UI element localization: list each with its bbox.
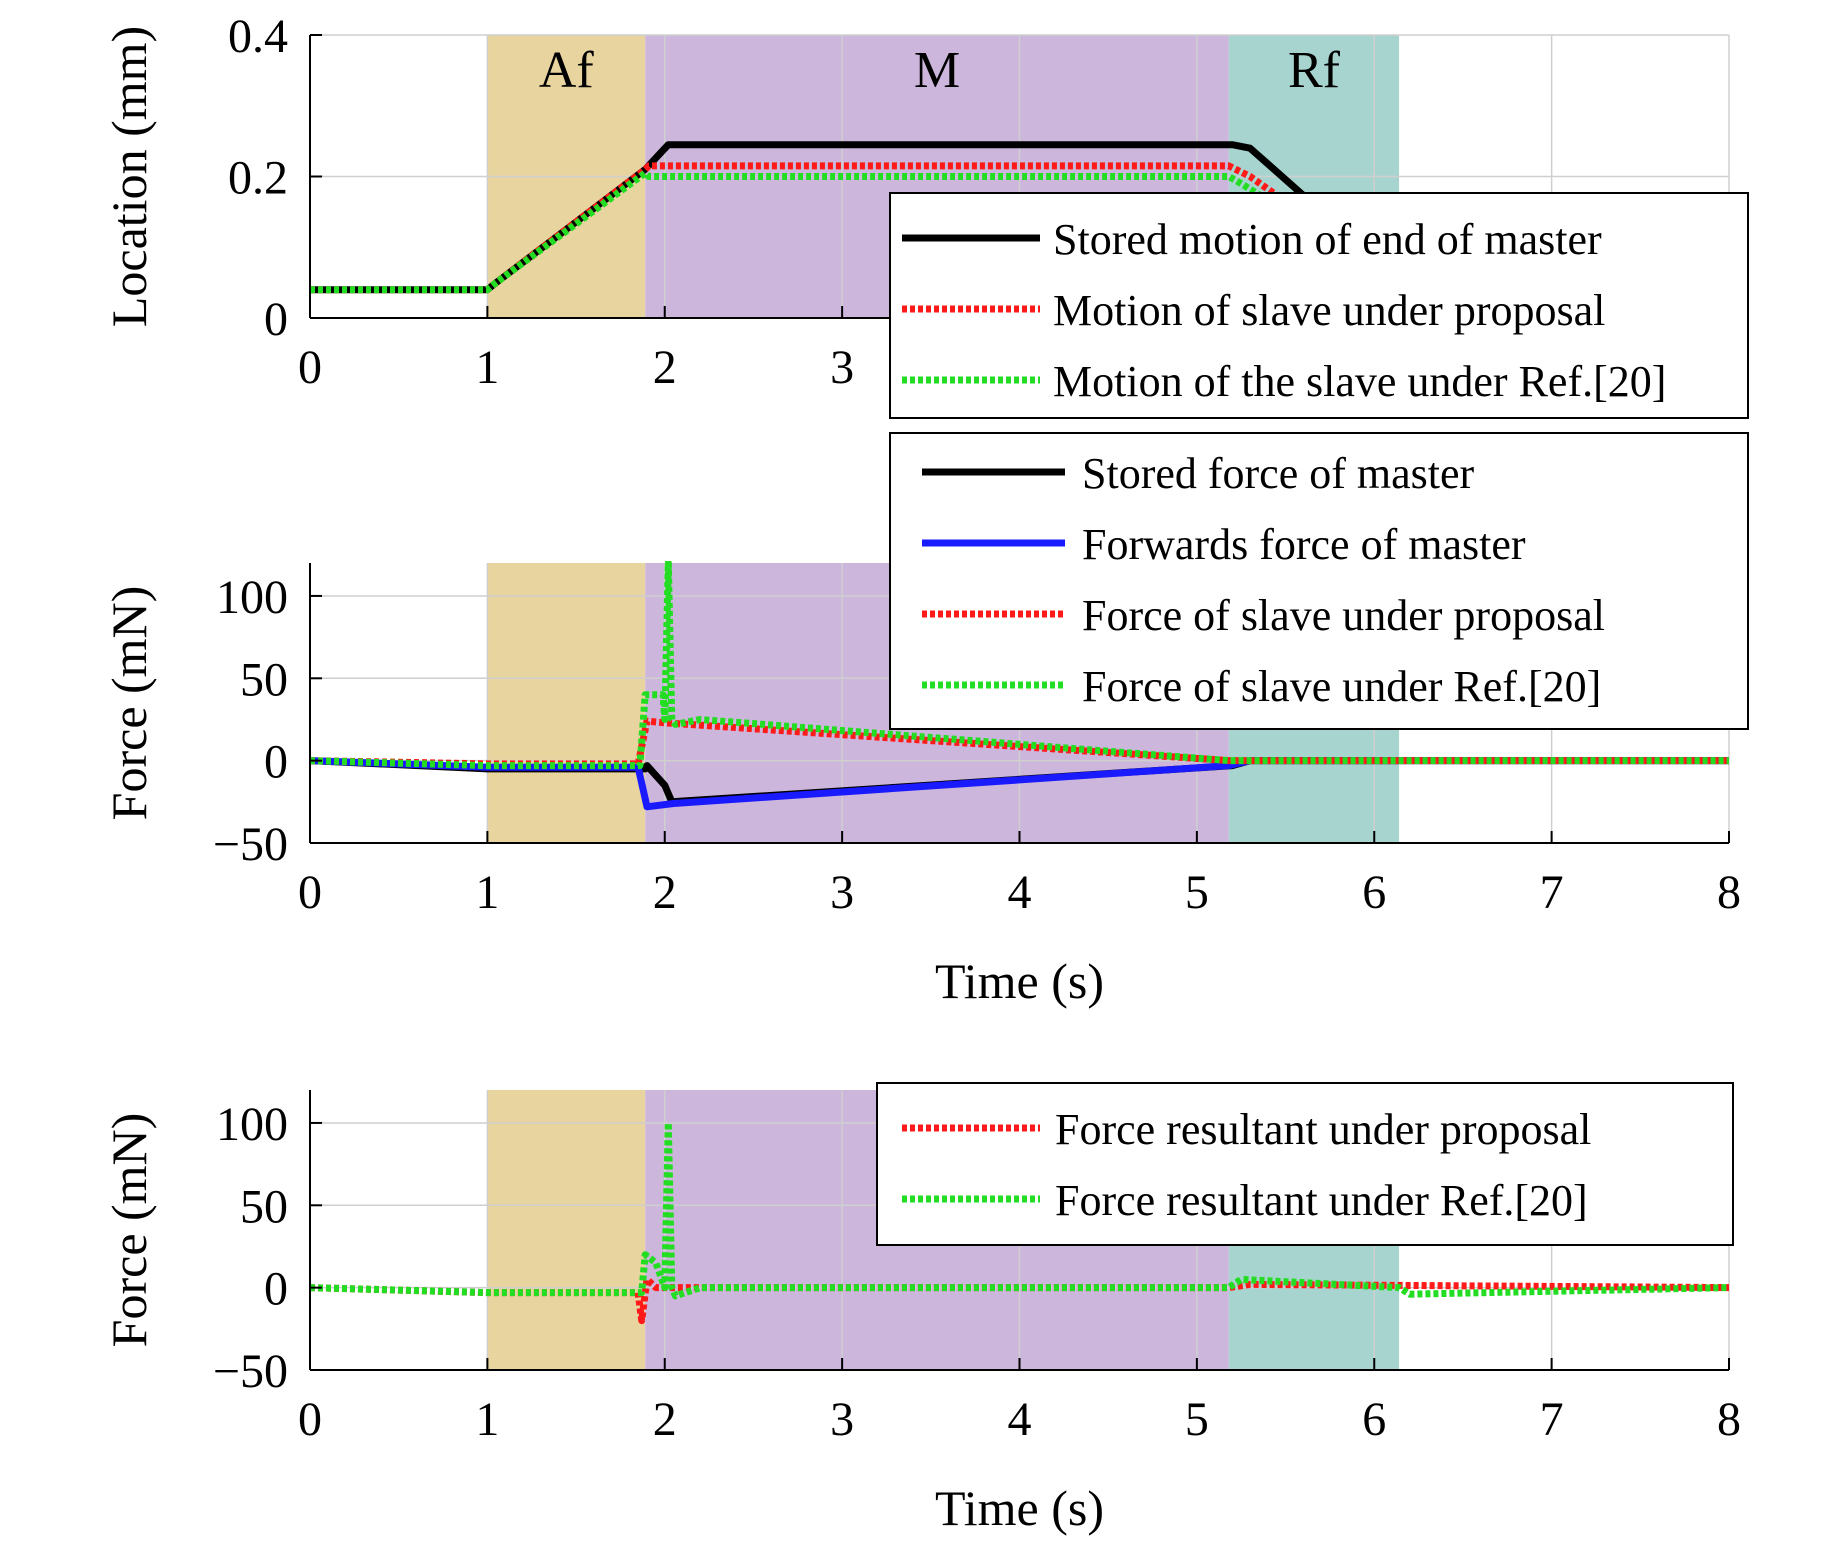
legend-entry-1: Force resultant under proposal: [1055, 1105, 1591, 1154]
x-tick-label: 2: [653, 341, 677, 394]
x-tick-label: 3: [830, 866, 854, 919]
x-tick-label: 5: [1185, 866, 1209, 919]
x-tick-label: 0: [298, 341, 322, 394]
y-tick-label: 50: [240, 1180, 288, 1233]
y-tick-label: 50: [240, 653, 288, 706]
series-line-1: [310, 1275, 1729, 1325]
y-axis-label: Location (mm): [101, 26, 157, 327]
y-axis-label: Force (mN): [101, 586, 157, 821]
x-tick-label: 8: [1717, 866, 1741, 919]
region-af: [487, 1090, 646, 1370]
y-tick-label: −50: [213, 818, 288, 871]
legend-entry-1: Stored motion of end of master: [1053, 215, 1602, 264]
y-axis-label: Force (mN): [101, 1113, 157, 1348]
series-group: [310, 1119, 1729, 1325]
x-tick-label: 1: [475, 341, 499, 394]
series-group: [310, 561, 1729, 811]
x-tick-label: 4: [1008, 866, 1032, 919]
x-tick-label: 4: [1008, 1393, 1032, 1446]
legend-box: [889, 432, 1749, 730]
x-axis-label: Time (s): [935, 953, 1104, 1009]
legend-3: Force resultant under proposal Force resu…: [876, 1082, 1734, 1246]
y-tick-label: 100: [216, 1098, 288, 1151]
x-axis-label: Time (s): [935, 1480, 1104, 1536]
x-tick-label: 7: [1540, 866, 1564, 919]
legend-box: [876, 1082, 1734, 1246]
y-tick-label: 0.4: [228, 10, 288, 63]
y-tick-label: 100: [216, 571, 288, 624]
legend-entry-2: Motion of slave under proposal: [1053, 286, 1605, 335]
legend-entry-4: Force of slave under Ref.[20]: [1082, 662, 1601, 711]
x-tick-label: 7: [1540, 1393, 1564, 1446]
region-label-af: Af: [539, 42, 595, 99]
x-tick-label: 1: [475, 1393, 499, 1446]
x-tick-label: 3: [830, 341, 854, 394]
x-tick-label: 8: [1717, 1393, 1741, 1446]
x-tick-label: 6: [1362, 866, 1386, 919]
x-tick-label: 0: [298, 866, 322, 919]
legend-entry-2: Force resultant under Ref.[20]: [1055, 1176, 1588, 1225]
legend-entry-3: Motion of the slave under Ref.[20]: [1053, 357, 1666, 406]
legend-2: Stored force of master Forwards force of …: [889, 432, 1749, 730]
y-tick-label: 0.2: [228, 152, 288, 205]
legend-entry-3: Force of slave under proposal: [1082, 591, 1605, 640]
x-tick-label: 3: [830, 1393, 854, 1446]
region-label-m: M: [914, 42, 960, 99]
x-tick-label: 1: [475, 866, 499, 919]
series-line-4: [310, 561, 1729, 770]
y-tick-label: 0: [264, 736, 288, 789]
x-tick-label: 2: [653, 1393, 677, 1446]
x-tick-label: 2: [653, 866, 677, 919]
x-tick-label: 0: [298, 1393, 322, 1446]
legend-entry-1: Stored force of master: [1082, 449, 1475, 498]
x-tick-label: 6: [1362, 1393, 1386, 1446]
region-label-rf: Rf: [1288, 42, 1341, 99]
x-tick-label: 5: [1185, 1393, 1209, 1446]
legend-1: Stored motion of end of master Motion of …: [889, 192, 1749, 419]
region-af: [487, 563, 646, 843]
y-tick-label: 0: [264, 293, 288, 346]
y-tick-label: 0: [264, 1263, 288, 1316]
series-line-2: [310, 1119, 1729, 1300]
y-tick-label: −50: [213, 1345, 288, 1398]
legend-entry-2: Forwards force of master: [1082, 520, 1526, 569]
